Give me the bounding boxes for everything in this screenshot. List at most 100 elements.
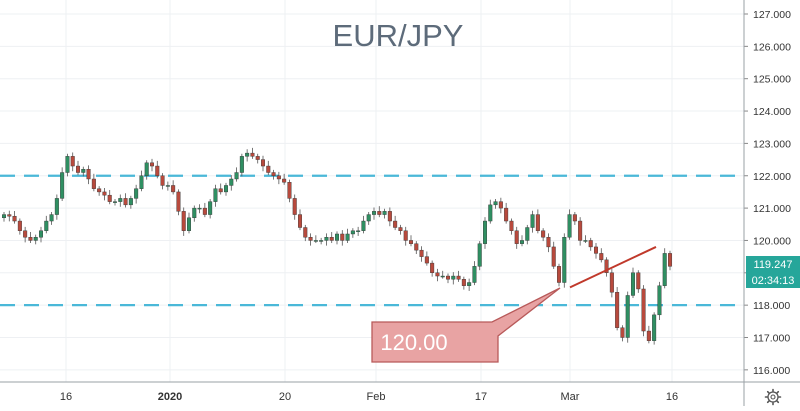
candle-body	[271, 172, 276, 176]
candle-body	[419, 249, 424, 257]
time-axis[interactable]: 16 2020 20 Feb 17 Mar 16	[0, 381, 800, 403]
candle-body	[525, 227, 530, 241]
candle-body	[33, 237, 38, 241]
time-tick-label: Feb	[367, 391, 386, 403]
candle-body	[657, 285, 662, 316]
candle-body	[409, 240, 414, 244]
price-tick-label: 122.000	[753, 171, 791, 183]
candle-body	[329, 237, 334, 241]
candle-body	[377, 211, 382, 215]
candle-body	[636, 272, 641, 290]
trendline-layer	[569, 246, 657, 289]
annotation-label: 120.00	[380, 330, 447, 355]
trendline	[569, 246, 657, 289]
candle-body	[223, 185, 228, 193]
candle-body	[2, 214, 6, 219]
candle-body	[572, 214, 577, 222]
candle-body	[229, 178, 234, 186]
candle-body	[218, 188, 223, 193]
candle-body	[382, 211, 387, 215]
candle-body	[551, 246, 556, 267]
candle-body	[313, 240, 318, 242]
settings-gear-icon[interactable]	[764, 388, 782, 406]
candle-body	[70, 156, 75, 167]
price-axis[interactable]: 127.000 126.000 125.000 124.000 123.000 122.0…	[743, 0, 791, 406]
candle-body	[435, 272, 440, 277]
candle-body	[276, 175, 281, 180]
candle-body	[588, 240, 593, 248]
candle-body	[631, 272, 636, 296]
candle-body	[483, 220, 488, 244]
candle-body	[424, 256, 429, 264]
candle-body	[202, 207, 207, 215]
candle-body	[17, 220, 22, 231]
candle-body	[609, 272, 614, 293]
candle-body	[546, 237, 551, 248]
candle-body	[530, 214, 535, 228]
candle-body	[144, 162, 149, 176]
candle-body	[393, 220, 398, 228]
candle-body	[250, 152, 255, 157]
candle-body	[97, 188, 102, 193]
candle-body	[139, 175, 144, 189]
candle-body	[118, 198, 123, 202]
candle-body	[652, 314, 657, 341]
candle-body	[446, 275, 451, 280]
candle-body	[324, 237, 329, 241]
candle-body	[44, 220, 49, 231]
candle-body	[123, 198, 128, 206]
last-price-value: 119.247	[754, 259, 793, 271]
candle-body	[477, 243, 482, 267]
candle-body	[261, 159, 266, 167]
time-tick-label: 17	[475, 391, 487, 403]
candle-body	[298, 214, 303, 228]
candle-body	[23, 230, 28, 238]
candle-body	[440, 275, 445, 278]
candles	[2, 147, 673, 345]
price-tick-label: 124.000	[753, 106, 791, 118]
candle-body	[28, 237, 33, 241]
candle-body	[81, 169, 86, 173]
candle-body	[668, 253, 673, 267]
candle-body	[509, 220, 514, 231]
time-tick-label: 2020	[158, 391, 182, 403]
candle-body	[641, 288, 646, 332]
candle-body	[39, 230, 44, 238]
candle-body	[171, 185, 176, 193]
price-tick-label: 127.000	[753, 9, 791, 21]
candle-body	[181, 211, 186, 231]
candle-body	[287, 182, 292, 199]
candle-body	[583, 240, 588, 242]
candle-body	[75, 165, 80, 173]
candle-body	[107, 194, 112, 202]
candle-body	[112, 201, 117, 203]
candle-body	[213, 188, 218, 202]
candle-body	[234, 172, 239, 180]
candle-body	[356, 230, 361, 232]
candle-body	[604, 259, 609, 273]
countdown-value: 02:34:13	[752, 275, 795, 287]
candle-body	[366, 214, 371, 222]
candle-body	[514, 230, 519, 244]
candle-body	[398, 227, 403, 231]
price-tick-label: 123.000	[753, 138, 791, 150]
candle-body	[541, 230, 546, 238]
candle-body	[266, 165, 271, 173]
callout-shape	[371, 287, 561, 363]
candle-body	[91, 178, 96, 189]
candle-body	[461, 279, 466, 286]
price-tick-label: 116.000	[753, 365, 790, 377]
candle-body	[430, 262, 435, 274]
candle-body	[504, 207, 509, 222]
price-tick-label: 125.000	[753, 74, 791, 86]
candle-body	[662, 253, 667, 286]
candle-body	[7, 214, 12, 217]
candle-body	[498, 201, 503, 209]
candle-body	[361, 220, 366, 231]
annotation-callout: 120.00	[371, 287, 561, 363]
price-tick-label: 118.000	[753, 300, 790, 312]
time-tick-label: 16	[60, 391, 72, 403]
candle-body	[493, 201, 498, 206]
chart-title: EUR/JPY	[333, 18, 464, 53]
